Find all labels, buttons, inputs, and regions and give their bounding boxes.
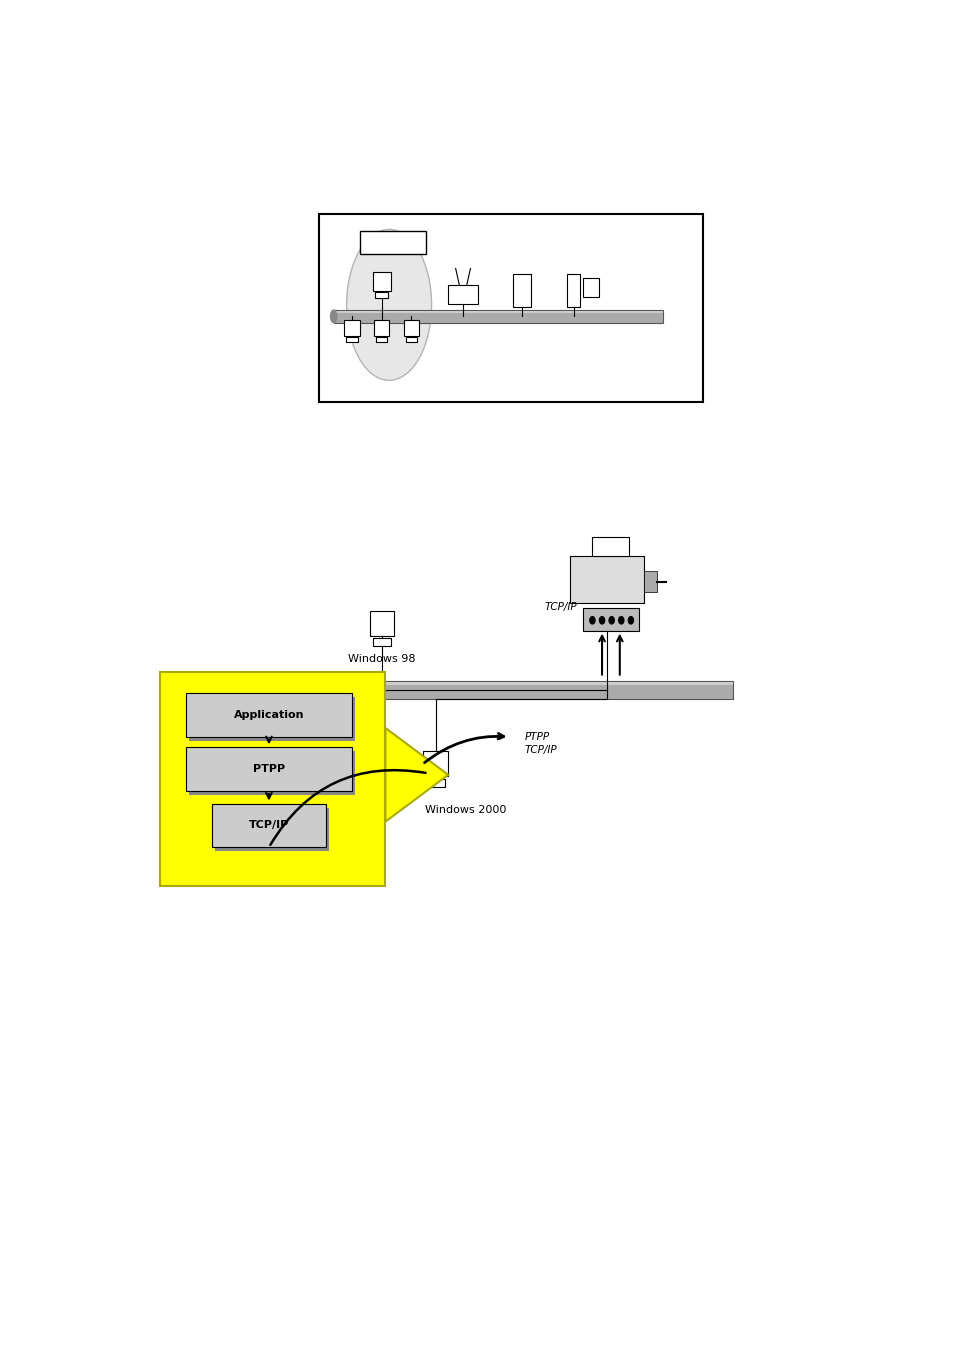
FancyBboxPatch shape bbox=[373, 638, 391, 646]
FancyBboxPatch shape bbox=[189, 698, 355, 741]
FancyBboxPatch shape bbox=[643, 572, 657, 592]
FancyBboxPatch shape bbox=[346, 337, 357, 342]
Text: TCP/IP: TCP/IP bbox=[524, 745, 557, 756]
Polygon shape bbox=[385, 727, 448, 822]
Circle shape bbox=[598, 617, 604, 623]
FancyBboxPatch shape bbox=[282, 681, 732, 685]
FancyBboxPatch shape bbox=[582, 277, 598, 296]
Circle shape bbox=[608, 617, 614, 623]
FancyBboxPatch shape bbox=[423, 752, 447, 776]
FancyBboxPatch shape bbox=[570, 556, 643, 603]
FancyBboxPatch shape bbox=[374, 319, 389, 335]
Text: PTPP: PTPP bbox=[253, 764, 285, 775]
Text: Application: Application bbox=[233, 710, 304, 721]
FancyBboxPatch shape bbox=[369, 611, 394, 635]
Text: Windows 2000: Windows 2000 bbox=[424, 804, 505, 814]
FancyBboxPatch shape bbox=[186, 694, 352, 737]
Ellipse shape bbox=[330, 310, 336, 323]
FancyBboxPatch shape bbox=[359, 231, 426, 254]
FancyBboxPatch shape bbox=[318, 215, 702, 402]
Ellipse shape bbox=[346, 230, 431, 380]
FancyBboxPatch shape bbox=[513, 273, 531, 307]
Ellipse shape bbox=[277, 680, 286, 699]
Text: TCP/IP: TCP/IP bbox=[544, 602, 577, 611]
FancyBboxPatch shape bbox=[344, 319, 359, 335]
Circle shape bbox=[589, 617, 595, 623]
Circle shape bbox=[628, 617, 633, 623]
Text: PTPP: PTPP bbox=[524, 731, 549, 742]
FancyBboxPatch shape bbox=[403, 319, 418, 335]
FancyBboxPatch shape bbox=[373, 272, 390, 291]
FancyBboxPatch shape bbox=[448, 285, 477, 304]
FancyBboxPatch shape bbox=[212, 803, 326, 848]
Text: TCP/IP: TCP/IP bbox=[249, 821, 289, 830]
FancyBboxPatch shape bbox=[405, 337, 416, 342]
FancyBboxPatch shape bbox=[334, 311, 662, 314]
FancyBboxPatch shape bbox=[186, 748, 352, 791]
FancyBboxPatch shape bbox=[189, 752, 355, 795]
FancyBboxPatch shape bbox=[426, 779, 444, 787]
Circle shape bbox=[618, 617, 623, 623]
FancyBboxPatch shape bbox=[592, 537, 629, 556]
FancyBboxPatch shape bbox=[375, 337, 387, 342]
Text: Windows 98: Windows 98 bbox=[348, 654, 416, 664]
FancyBboxPatch shape bbox=[282, 680, 732, 699]
FancyBboxPatch shape bbox=[375, 292, 388, 299]
FancyBboxPatch shape bbox=[334, 310, 662, 323]
FancyBboxPatch shape bbox=[566, 273, 579, 307]
FancyBboxPatch shape bbox=[582, 608, 639, 630]
FancyBboxPatch shape bbox=[160, 672, 385, 886]
FancyBboxPatch shape bbox=[214, 807, 329, 852]
